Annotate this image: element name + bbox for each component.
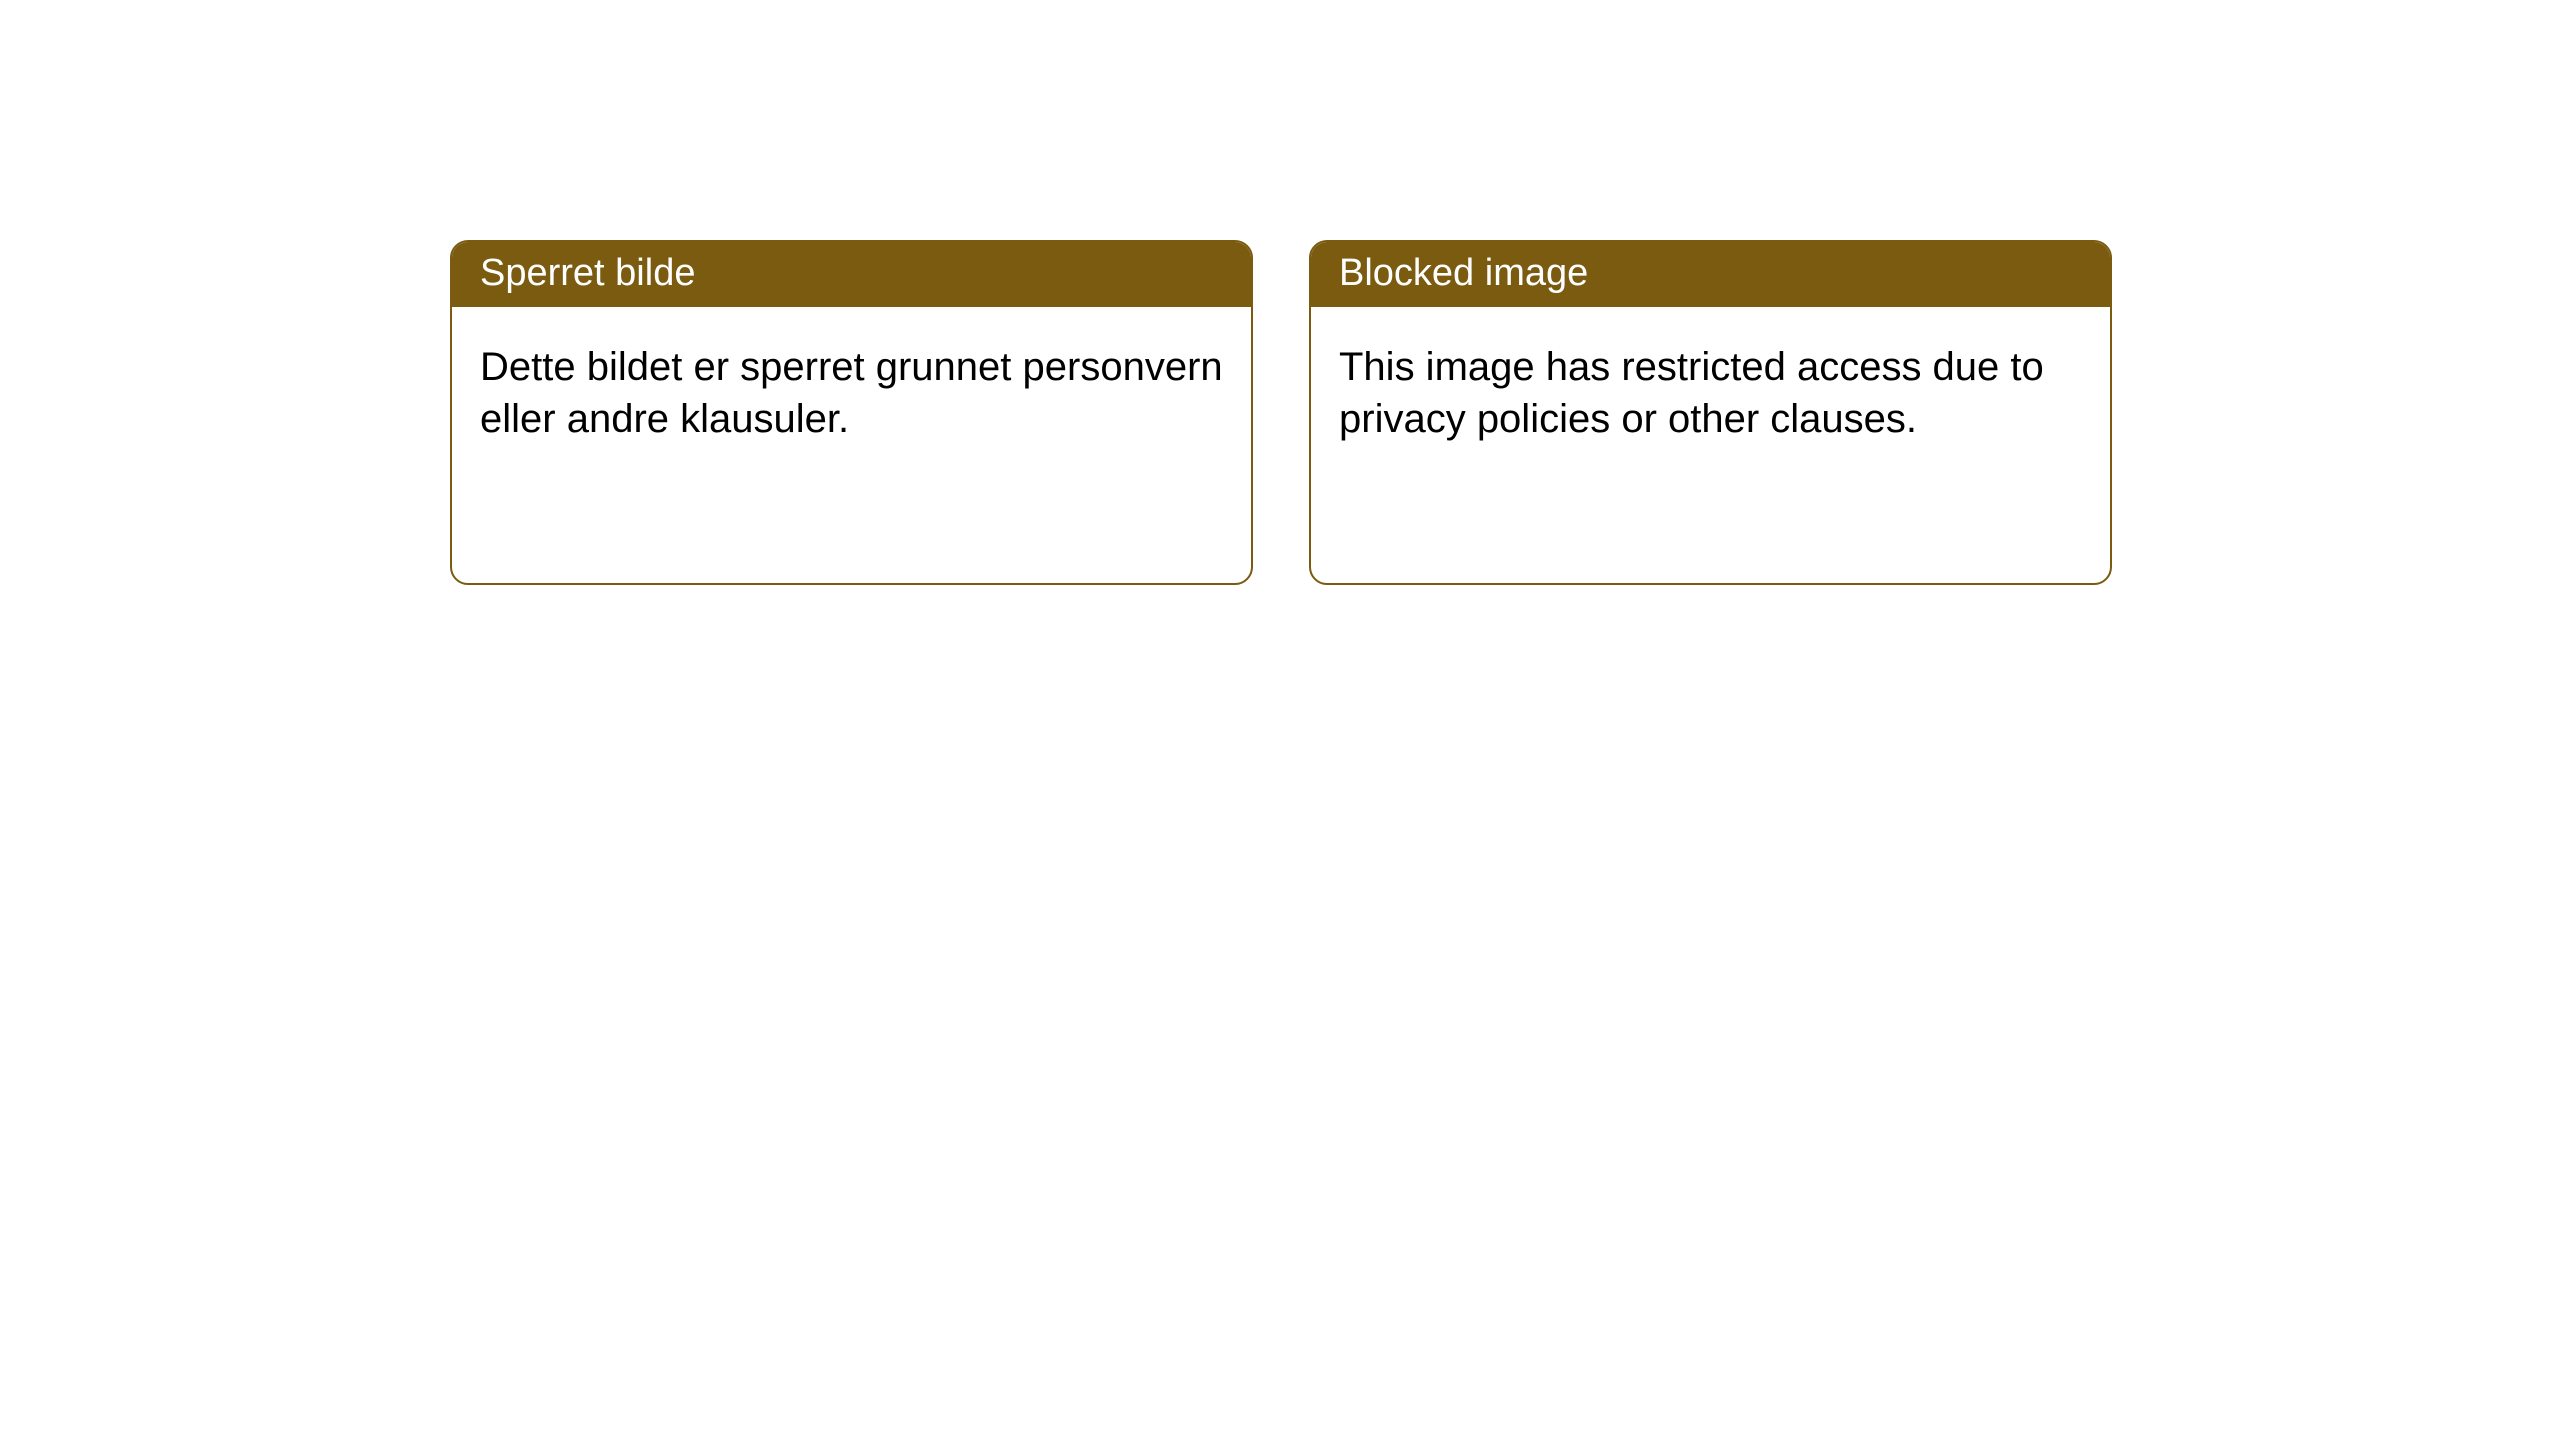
notice-title-en: Blocked image: [1311, 242, 2110, 307]
notice-container: Sperret bilde Dette bildet er sperret gr…: [450, 240, 2112, 585]
notice-card-en: Blocked image This image has restricted …: [1309, 240, 2112, 585]
notice-body-no: Dette bildet er sperret grunnet personve…: [452, 307, 1251, 583]
notice-title-no: Sperret bilde: [452, 242, 1251, 307]
notice-card-no: Sperret bilde Dette bildet er sperret gr…: [450, 240, 1253, 585]
notice-body-en: This image has restricted access due to …: [1311, 307, 2110, 583]
